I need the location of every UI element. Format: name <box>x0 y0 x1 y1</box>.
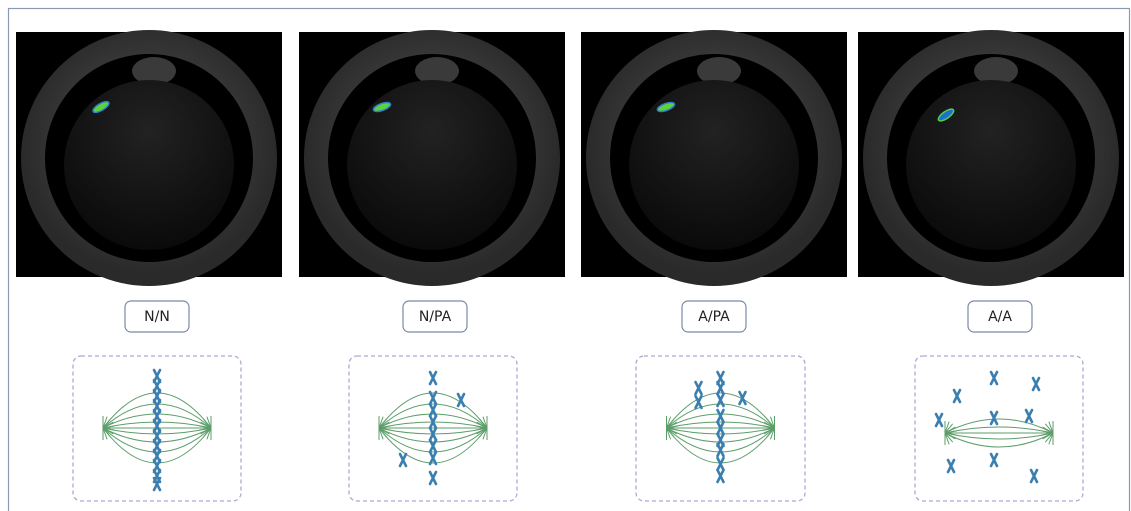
figure: N/N N/PA A/PA A/A <box>0 0 1131 511</box>
oocyte <box>906 80 1076 250</box>
oocyte <box>347 80 517 250</box>
panel-label: A/PA <box>698 309 730 325</box>
oocyte <box>629 80 799 250</box>
schematic-box <box>915 356 1083 501</box>
panel-label: A/A <box>988 309 1012 325</box>
panel-label: N/N <box>144 309 170 325</box>
oocyte <box>64 80 234 250</box>
panel-label: N/PA <box>419 309 452 325</box>
